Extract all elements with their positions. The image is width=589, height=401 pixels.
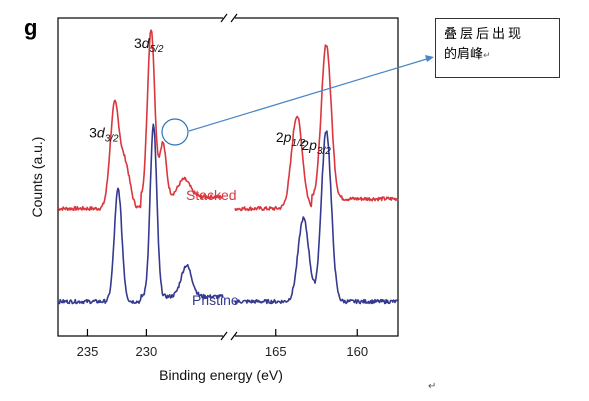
note-line-2: 的肩峰↵	[444, 45, 551, 66]
x-axis-label: Binding energy (eV)	[159, 367, 283, 383]
trace-label-pristine: Pristine	[192, 292, 239, 308]
trace-pristine-right	[234, 130, 399, 305]
peak-label: 3d3/2	[89, 124, 119, 144]
page-return-mark: ↵	[428, 381, 437, 392]
x-tick-label: 165	[265, 344, 287, 359]
peak-label: 2p3/2	[301, 137, 331, 157]
y-axis-label: Counts (a.u.)	[29, 137, 45, 218]
annotation-note-box: 叠层后出现 的肩峰↵	[435, 18, 560, 78]
note-line-1: 叠层后出现	[444, 27, 525, 42]
trace-stacked-right	[234, 44, 399, 212]
axis-break-top	[220, 13, 238, 23]
note-return-mark: ↵	[483, 51, 491, 61]
trace-stacked-left	[57, 29, 224, 212]
x-tick-label: 160	[346, 344, 368, 359]
peak-label: 2p1/2	[276, 129, 306, 149]
note-line-2-text: 的肩峰	[444, 47, 484, 62]
traces	[57, 29, 399, 305]
trace-pristine-left	[57, 123, 224, 305]
annotation-arrowhead	[425, 55, 434, 62]
x-ticks: 235 230 165 160	[77, 329, 368, 359]
panel-letter: g	[24, 15, 37, 40]
axis-break-gap	[223, 12, 235, 342]
peak-label: 3d5/2	[134, 35, 164, 55]
x-tick-label: 235	[77, 344, 99, 359]
axis-break-bottom	[220, 331, 238, 341]
trace-label-stacked: Stacked	[186, 187, 237, 203]
shoulder-highlight-circle	[161, 118, 189, 146]
x-tick-label: 230	[136, 344, 158, 359]
annotation-arrow	[188, 57, 431, 132]
